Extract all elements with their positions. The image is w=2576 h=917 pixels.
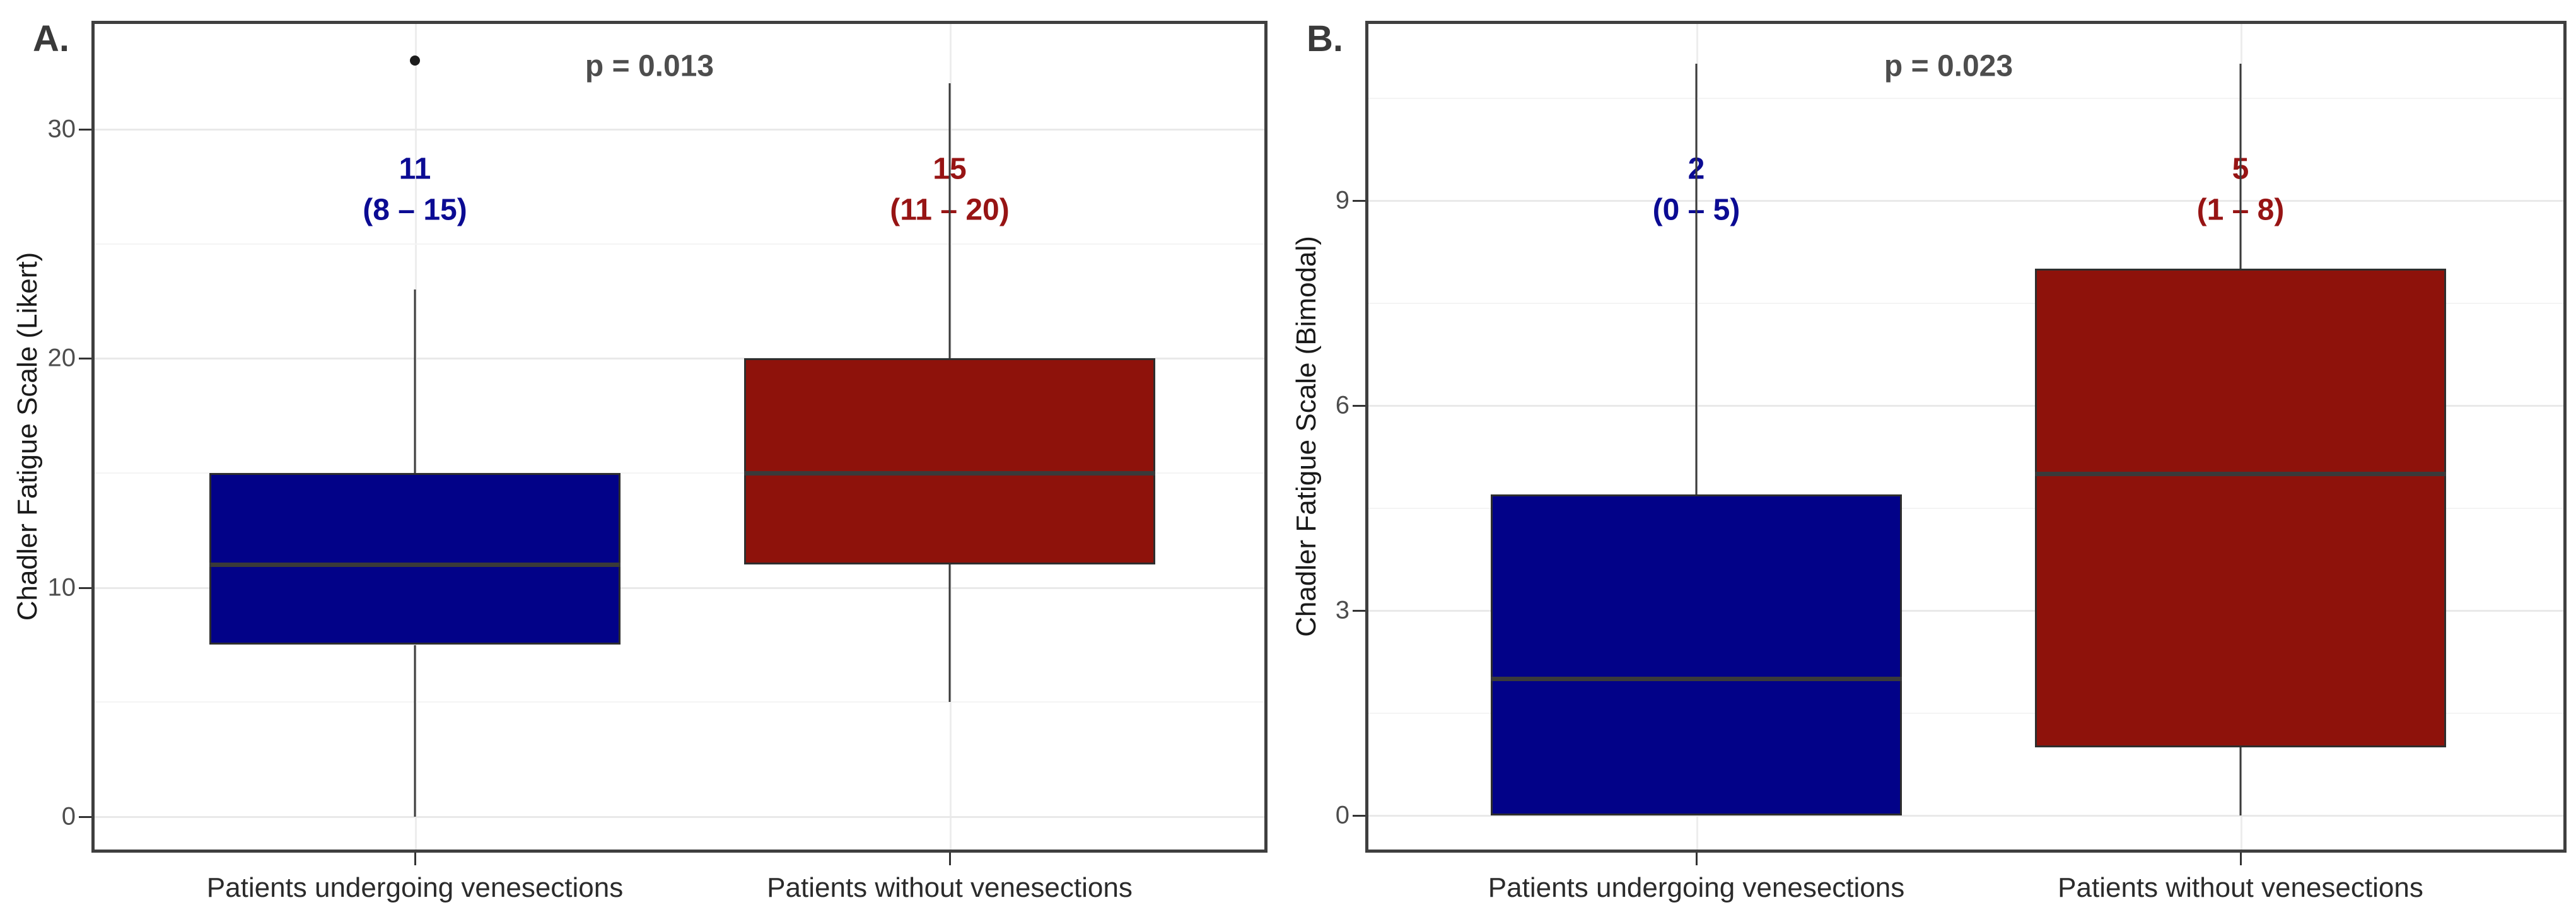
y-tick-label: 30	[47, 115, 76, 143]
y-tick-label: 3	[1335, 596, 1349, 624]
y-major-gridline	[1368, 200, 2563, 202]
y-tick-mark	[79, 587, 91, 589]
x-tick-mark	[1696, 853, 1698, 865]
y-tick-mark	[79, 129, 91, 131]
box-iqr	[2035, 269, 2446, 747]
y-tick-mark	[79, 358, 91, 360]
lower-whisker	[414, 645, 416, 817]
median-line	[1491, 677, 1902, 682]
y-minor-gridline	[95, 701, 1264, 703]
y-tick-mark	[1353, 200, 1365, 202]
y-tick-mark	[1353, 405, 1365, 407]
panel-a-box1-annotation-value: 11	[399, 152, 431, 186]
y-major-gridline	[95, 129, 1264, 131]
lower-whisker	[948, 564, 951, 703]
x-gridline	[415, 24, 417, 850]
panel-b-label: B.	[1307, 18, 1343, 59]
upper-whisker	[948, 83, 951, 359]
panel-a-category-label-2: Patients without venesections	[767, 872, 1133, 903]
y-tick-label: 6	[1335, 391, 1349, 419]
y-major-gridline	[1368, 405, 2563, 407]
panel-b-y-axis-title: Chadler Fatigue Scale (Bimodal)	[1291, 236, 1322, 637]
y-major-gridline	[1368, 610, 2563, 612]
panel-b-p-value: p = 0.023	[1884, 49, 2014, 83]
y-major-gridline	[95, 816, 1264, 818]
x-tick-mark	[949, 853, 951, 865]
y-tick-label: 0	[1335, 801, 1349, 829]
x-tick-mark	[2240, 853, 2242, 865]
panel-a-category-label-1: Patients undergoing venesections	[206, 872, 624, 903]
panel-a-y-axis-title: Chadler Fatigue Scale (Likert)	[12, 252, 43, 621]
y-major-gridline	[95, 358, 1264, 360]
panel-b-category-label-1: Patients undergoing venesections	[1488, 872, 1905, 903]
y-tick-mark	[79, 816, 91, 818]
y-major-gridline	[95, 587, 1264, 589]
median-line	[744, 471, 1155, 476]
y-minor-gridline	[95, 243, 1264, 245]
y-tick-mark	[1353, 610, 1365, 612]
box-iqr	[1491, 494, 1902, 815]
panel-a-box1-annotation-range: (8 – 15)	[363, 193, 467, 227]
x-gridline	[1696, 24, 1698, 850]
upper-whisker	[2239, 64, 2242, 269]
y-tick-label: 0	[61, 802, 76, 831]
y-minor-gridline	[1368, 507, 2563, 509]
y-minor-gridline	[95, 472, 1264, 474]
box-iqr	[209, 473, 621, 645]
y-minor-gridline	[1368, 712, 2563, 714]
y-tick-label: 20	[47, 344, 76, 372]
outlier-point	[410, 55, 420, 66]
panel-a-label: A.	[33, 18, 69, 59]
box-iqr	[744, 358, 1155, 565]
y-tick-label: 9	[1335, 186, 1349, 214]
y-minor-gridline	[1368, 302, 2563, 304]
y-tick-label: 10	[47, 573, 76, 602]
x-tick-mark	[414, 853, 416, 865]
panel-a-p-value: p = 0.013	[585, 49, 714, 83]
upper-whisker	[414, 289, 416, 473]
upper-whisker	[1695, 64, 1698, 494]
panel-b-category-label-2: Patients without venesections	[2058, 872, 2423, 903]
y-minor-gridline	[1368, 97, 2563, 99]
y-major-gridline	[1368, 815, 2563, 817]
median-line	[209, 563, 621, 568]
y-tick-mark	[1353, 815, 1365, 817]
lower-whisker	[2239, 747, 2242, 815]
median-line	[2035, 472, 2446, 477]
